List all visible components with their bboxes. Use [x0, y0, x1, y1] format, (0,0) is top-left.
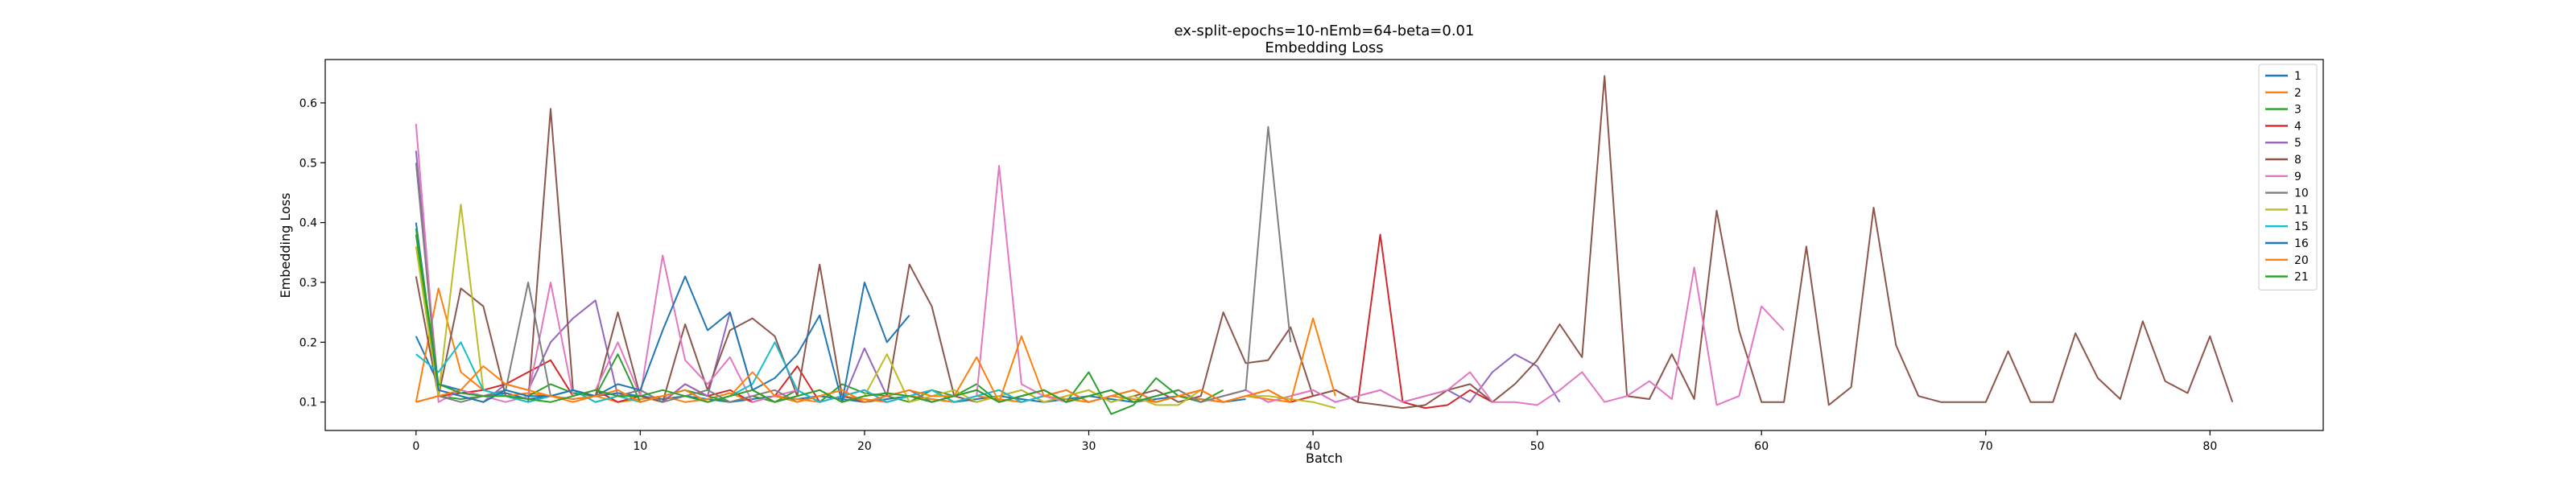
- series-line-20: [415, 317, 1336, 403]
- legend-label: 9: [2294, 171, 2301, 183]
- legend-label: 11: [2294, 204, 2309, 216]
- plot-frame: [324, 59, 2324, 431]
- x-tick-label: 20: [857, 440, 872, 453]
- x-tick-label: 80: [2202, 440, 2217, 453]
- series-line-16: [415, 222, 910, 403]
- y-tick-label: 0.2: [299, 336, 317, 349]
- legend-label: 4: [2294, 120, 2301, 133]
- y-tick-label: 0.5: [299, 157, 317, 170]
- legend-label: 2: [2294, 87, 2301, 100]
- legend-label: 3: [2294, 104, 2301, 117]
- x-tick-label: 50: [1530, 440, 1545, 453]
- x-tick-label: 70: [1979, 440, 1993, 453]
- legend-label: 1: [2294, 70, 2301, 83]
- legend-label: 21: [2294, 271, 2309, 284]
- x-tick-label: 0: [412, 440, 419, 453]
- chart-subtitle: Embedding Loss: [1265, 39, 1383, 56]
- x-axis-label: Batch: [1306, 451, 1343, 466]
- legend-label: 16: [2294, 237, 2309, 250]
- legend-label: 20: [2294, 254, 2309, 267]
- x-tick-label: 30: [1082, 440, 1096, 453]
- x-tick-label: 60: [1754, 440, 1769, 453]
- chart-title: ex-split-epochs=10-nEmb=64-beta=0.01: [1174, 23, 1475, 39]
- y-tick-label: 0.3: [299, 277, 317, 290]
- legend-label: 5: [2294, 137, 2301, 150]
- legend-label: 15: [2294, 220, 2309, 233]
- y-axis-label: Embedding Loss: [278, 193, 293, 299]
- legend-label: 10: [2294, 187, 2309, 200]
- legend: 1 2 3 4 5 8 9 10 11 15 16 20 21: [2258, 64, 2318, 290]
- axes: 0 10 20 30 40 50 60 70 80 0.1 0.2 0.3 0.4 0.5 0.6: [299, 97, 2218, 453]
- y-tick-label: 0.4: [299, 217, 317, 230]
- series-line-21: [415, 228, 1179, 403]
- legend-box: [2258, 64, 2318, 290]
- series-lines: [415, 75, 2234, 415]
- x-tick-label: 40: [1306, 440, 1320, 453]
- y-tick-label: 0.1: [299, 397, 317, 410]
- plot-area: [324, 59, 2324, 431]
- x-tick-label: 10: [633, 440, 647, 453]
- series-line-8: [415, 75, 2234, 410]
- y-tick-label: 0.6: [299, 97, 317, 110]
- legend-label: 8: [2294, 154, 2301, 167]
